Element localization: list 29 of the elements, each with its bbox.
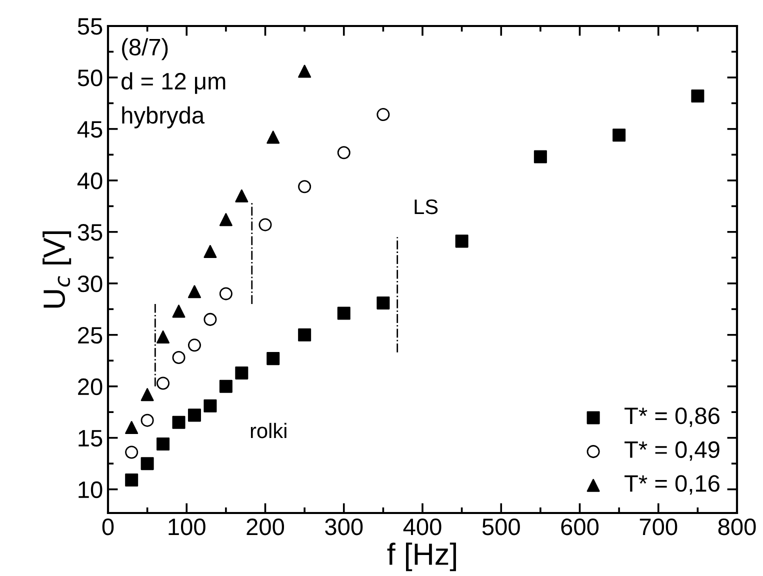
annotation: (8/7) bbox=[122, 38, 168, 60]
annotation: hybryda bbox=[122, 106, 205, 128]
x-tick-label: 600 bbox=[561, 518, 599, 536]
y-tick-label: 30 bbox=[78, 275, 102, 292]
x-tick-label: 500 bbox=[482, 518, 520, 536]
y-tick-label: 50 bbox=[78, 70, 102, 86]
x-tick-label: 300 bbox=[325, 518, 363, 536]
annotation: d = 12 μm bbox=[122, 72, 226, 94]
y-tick-label: 40 bbox=[77, 172, 102, 190]
legend-label: T* = 0,86 bbox=[624, 407, 720, 427]
x-axis-title: f [Hz] bbox=[387, 542, 456, 572]
x-tick-label: 100 bbox=[168, 518, 206, 536]
y-tick-label: 25 bbox=[78, 326, 102, 344]
annotation: rolki bbox=[250, 422, 286, 438]
y-tick-label: 45 bbox=[77, 121, 102, 138]
legend-label: T* = 0,16 bbox=[624, 475, 720, 495]
legend-label: T* = 0,49 bbox=[624, 441, 720, 461]
x-tick-label: 700 bbox=[640, 518, 678, 536]
x-tick-label: 800 bbox=[718, 518, 756, 536]
x-tick-label: 0 bbox=[102, 518, 114, 536]
y-tick-label: 20 bbox=[78, 378, 102, 396]
x-tick-label: 200 bbox=[246, 518, 284, 536]
y-axis-title: U$_{c}$ [V] bbox=[42, 231, 72, 308]
annotation: LS bbox=[414, 199, 438, 214]
y-tick-label: 55 bbox=[78, 18, 102, 35]
y-tick-label: 10 bbox=[78, 481, 102, 498]
y-tick-label: 15 bbox=[78, 430, 102, 447]
y-tick-label: 35 bbox=[78, 224, 102, 241]
x-tick-label: 400 bbox=[403, 518, 442, 536]
